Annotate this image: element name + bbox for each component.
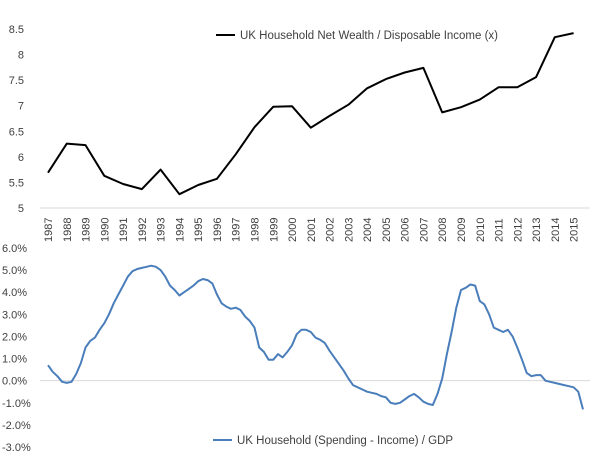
year-tick-label: 1996 <box>212 218 224 242</box>
net-wealth-y-tick-label: 6 <box>18 152 24 164</box>
year-tick-label: 1988 <box>62 218 74 242</box>
spending-income-y-tick-label: 6.0% <box>2 243 27 255</box>
year-tick-label: 2013 <box>531 218 543 242</box>
spending-income-y-tick-label: 4.0% <box>2 287 27 299</box>
year-tick-label: 1997 <box>231 218 243 242</box>
net-wealth-series-line <box>47 32 574 196</box>
year-tick-label: 1994 <box>174 218 186 242</box>
spending-income-y-tick-label: 0.0% <box>2 376 27 388</box>
spending-income-chart: -3.0% -2.0% -1.0% 0.0% 1.0% 2.0% 3.0% 4.0% 5.0% 6… <box>2 243 590 454</box>
year-tick-label: 1999 <box>268 218 280 242</box>
net-wealth-y-tick-label: 7.5 <box>9 75 24 87</box>
spending-income-y-tick-label: 5.0% <box>2 265 27 277</box>
year-tick-label: 1998 <box>249 218 261 242</box>
net-wealth-chart: 5 5.5 6 6.5 7 7.5 8 8.5 1987 1988 1989 1990 1991 199… <box>9 24 590 242</box>
spending-income-legend: UK Household (Spending - Income) / GDP <box>213 435 453 447</box>
year-tick-label: 1987 <box>43 218 55 242</box>
year-tick-label: 2015 <box>569 218 581 242</box>
year-tick-label: 2008 <box>437 218 449 242</box>
net-wealth-legend: UK Household Net Wealth / Disposable Inc… <box>216 30 498 42</box>
year-tick-label: 2007 <box>418 218 430 242</box>
year-tick-label: 2012 <box>512 218 524 242</box>
net-wealth-y-tick-label: 7 <box>18 101 24 113</box>
spending-income-y-tick-label: 1.0% <box>2 354 27 366</box>
year-tick-label: 2006 <box>400 218 412 242</box>
year-axis: 1987 1988 1989 1990 1991 1992 1993 1994 1995 1996… <box>43 218 581 242</box>
spending-income-series-line <box>47 264 584 410</box>
net-wealth-y-tick-label: 6.5 <box>9 126 24 138</box>
year-tick-label: 2003 <box>343 218 355 242</box>
year-tick-label: 1993 <box>156 218 168 242</box>
spending-income-legend-label: UK Household (Spending - Income) / GDP <box>237 435 453 447</box>
year-tick-label: 2002 <box>325 218 337 242</box>
year-tick-label: 2009 <box>456 218 468 242</box>
net-wealth-y-tick-label: 8 <box>18 50 24 62</box>
year-tick-label: 1995 <box>193 218 205 242</box>
year-tick-label: 1992 <box>137 218 149 242</box>
year-tick-label: 1990 <box>99 218 111 242</box>
net-wealth-y-tick-label: 5 <box>18 203 24 215</box>
year-tick-label: 2004 <box>362 218 374 242</box>
year-tick-label: 1991 <box>118 218 130 242</box>
year-tick-label: 2000 <box>287 218 299 242</box>
year-tick-label: 2001 <box>306 218 318 242</box>
year-tick-label: 2010 <box>475 218 487 242</box>
year-tick-label: 2011 <box>494 218 506 242</box>
spending-income-y-tick-label: 3.0% <box>2 309 27 321</box>
year-tick-label: 1989 <box>81 218 93 242</box>
net-wealth-y-tick-label: 5.5 <box>9 177 24 189</box>
spending-income-y-tick-label: 2.0% <box>2 331 27 343</box>
year-tick-label: 2005 <box>381 218 393 242</box>
spending-income-y-tick-label: -2.0% <box>2 420 31 432</box>
spending-income-y-axis: -3.0% -2.0% -1.0% 0.0% 1.0% 2.0% 3.0% 4.0% 5.0% 6… <box>2 243 31 454</box>
spending-income-y-tick-label: -3.0% <box>2 442 31 454</box>
net-wealth-legend-label: UK Household Net Wealth / Disposable Inc… <box>240 30 498 42</box>
year-tick-label: 2014 <box>550 218 562 242</box>
net-wealth-y-axis: 5 5.5 6 6.5 7 7.5 8 8.5 <box>9 24 24 215</box>
spending-income-y-tick-label: -1.0% <box>2 398 31 410</box>
net-wealth-y-tick-label: 8.5 <box>9 24 24 36</box>
